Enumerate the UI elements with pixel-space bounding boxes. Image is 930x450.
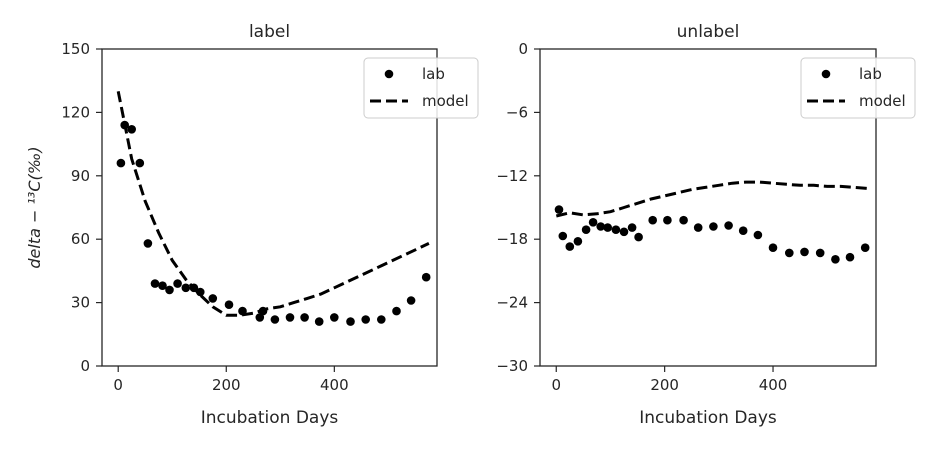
y-tick-label: −24 [496, 294, 528, 312]
data-point-lab [724, 221, 733, 230]
y-tick-label: 120 [61, 103, 90, 121]
data-point-lab [270, 315, 280, 324]
data-point-lab [619, 227, 629, 237]
data-point-lab [314, 317, 324, 326]
y-tick-label: 0 [518, 40, 528, 58]
y-tick-label: −18 [496, 230, 528, 248]
data-point-lab [679, 215, 688, 225]
x-tick-label: 200 [212, 376, 241, 394]
data-point-lab [150, 279, 160, 288]
data-point-lab [768, 243, 778, 252]
y-axis-label: delta − ¹³C(‰) [25, 146, 44, 268]
data-point-lab [181, 283, 191, 293]
data-point-lab [573, 237, 583, 246]
axes-frame [539, 48, 877, 367]
y-tick-label: 150 [61, 40, 90, 58]
data-point-lab [738, 226, 748, 235]
data-point-lab [300, 313, 309, 322]
legend: lab model [800, 57, 916, 119]
data-point-lab [663, 215, 672, 225]
data-point-lab [800, 247, 809, 257]
data-point-lab [831, 254, 840, 264]
data-point-lab [648, 215, 657, 225]
data-point-lab [588, 218, 598, 227]
data-point-lab [558, 231, 568, 241]
data-point-lab [693, 223, 703, 232]
legend: lab model [363, 57, 479, 119]
legend-handle-lab [821, 69, 831, 79]
data-point-lab [596, 222, 605, 231]
data-point-lab [581, 225, 591, 234]
x-axis-label: Incubation Days [639, 408, 777, 428]
data-point-lab [330, 313, 339, 322]
data-point-lab [603, 223, 612, 232]
series-line-model [555, 180, 869, 218]
data-point-lab [346, 317, 355, 326]
data-point-lab [173, 279, 182, 288]
data-point-lab [285, 313, 295, 322]
x-tick-label: 400 [759, 376, 788, 394]
x-tick-label: 200 [650, 376, 679, 394]
data-point-lab [361, 315, 371, 324]
data-point-lab [377, 315, 386, 324]
data-point-lab [135, 158, 145, 168]
panel-title: label [249, 22, 290, 42]
data-point-lab [143, 239, 153, 248]
y-tick-label: −30 [496, 357, 528, 375]
data-point-lab [158, 281, 167, 291]
data-point-lab [208, 294, 218, 303]
legend-label-lab: lab [422, 65, 445, 83]
data-point-lab [815, 248, 825, 258]
data-point-lab [634, 232, 643, 242]
data-point-lab [554, 205, 564, 214]
data-point-lab [406, 296, 416, 305]
legend-label-model: model [859, 92, 906, 110]
data-point-lab [845, 252, 855, 262]
x-tick-label: 0 [551, 376, 561, 394]
data-point-lab [165, 285, 174, 295]
y-tick-label: 90 [71, 167, 90, 185]
y-tick-label: 0 [80, 357, 90, 375]
data-point-lab [785, 248, 794, 258]
x-tick-label: 400 [320, 376, 349, 394]
data-point-lab [392, 306, 401, 316]
y-tick-label: −12 [496, 167, 528, 185]
data-point-lab [196, 287, 205, 297]
data-point-lab [611, 225, 621, 234]
legend-handle-lab [384, 69, 394, 79]
data-point-lab [116, 158, 126, 168]
data-point-lab [565, 242, 575, 251]
chart-panel-1: label 0 200 400 0 30 60 90 120 150 Incubation Days… [25, 22, 479, 428]
legend-label-model: model [422, 92, 469, 110]
x-tick-label: 0 [113, 376, 123, 394]
y-tick-label: −6 [506, 103, 528, 121]
data-point-lab [753, 230, 763, 240]
chart-panel-2: unlabel 0 200 400 −30 −24 −18 −12 −6 0 Incubation … [496, 22, 916, 428]
legend-label-lab: lab [859, 65, 882, 83]
x-axis-label: Incubation Days [201, 408, 339, 428]
data-point-lab [627, 223, 637, 232]
series-line-model [116, 91, 430, 317]
data-point-lab [860, 243, 870, 252]
y-tick-label: 60 [71, 230, 90, 248]
data-point-lab [421, 272, 431, 282]
data-point-lab [709, 222, 718, 231]
y-tick-label: 30 [71, 294, 90, 312]
panel-title: unlabel [677, 22, 740, 42]
data-point-lab [127, 125, 136, 134]
axes-frame [101, 48, 438, 367]
data-point-lab [224, 300, 234, 310]
